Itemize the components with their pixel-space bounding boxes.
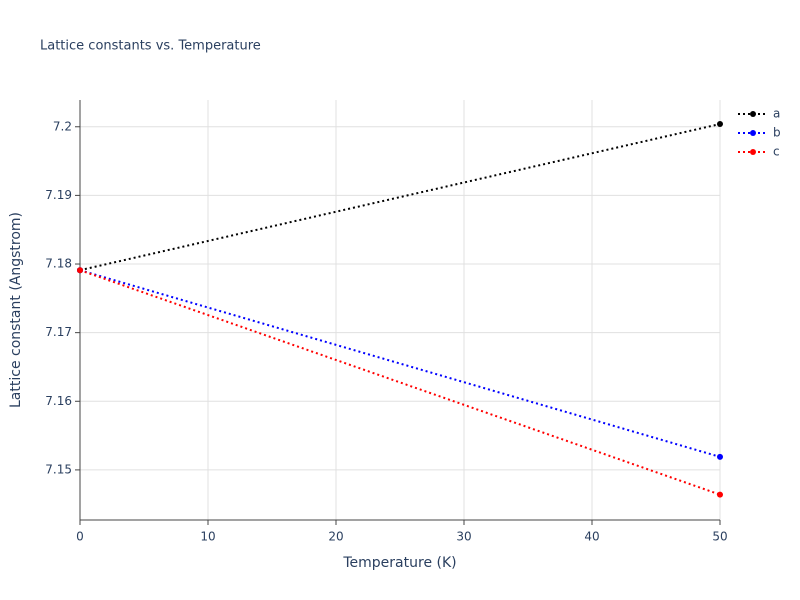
grid bbox=[79, 100, 721, 520]
x-tick-label: 10 bbox=[200, 530, 215, 544]
chart-title: Lattice constants vs. Temperature bbox=[40, 39, 261, 54]
data-point bbox=[717, 453, 723, 460]
series-line bbox=[79, 269, 721, 458]
y-tick-label: 7.2 bbox=[53, 119, 72, 133]
legend-marker bbox=[750, 149, 756, 155]
x-tick-label: 40 bbox=[584, 530, 599, 544]
legend-marker bbox=[750, 111, 756, 117]
y-tick-label: 7.18 bbox=[45, 257, 72, 271]
y-tick-label: 7.19 bbox=[45, 188, 72, 202]
y-axis-title: Lattice constant (Angstrom) bbox=[8, 212, 24, 408]
series-line bbox=[79, 269, 721, 496]
x-tick-label: 0 bbox=[76, 530, 84, 544]
y-tick-label: 7.16 bbox=[45, 394, 72, 408]
x-tick-label: 50 bbox=[712, 530, 727, 544]
y-tick-label: 7.17 bbox=[45, 325, 72, 339]
data-point bbox=[717, 121, 723, 128]
legend-label: b bbox=[773, 126, 781, 140]
legend-label: c bbox=[773, 145, 780, 159]
data-point bbox=[77, 267, 83, 274]
x-tick-label: 20 bbox=[328, 530, 343, 544]
legend-marker bbox=[750, 130, 756, 136]
x-tick-label: 30 bbox=[456, 530, 471, 544]
legend-label: a bbox=[773, 107, 780, 121]
series-line bbox=[79, 123, 721, 272]
y-tick-label: 7.15 bbox=[45, 462, 72, 476]
data-point bbox=[717, 491, 723, 498]
x-axis-title: Temperature (K) bbox=[342, 555, 456, 571]
